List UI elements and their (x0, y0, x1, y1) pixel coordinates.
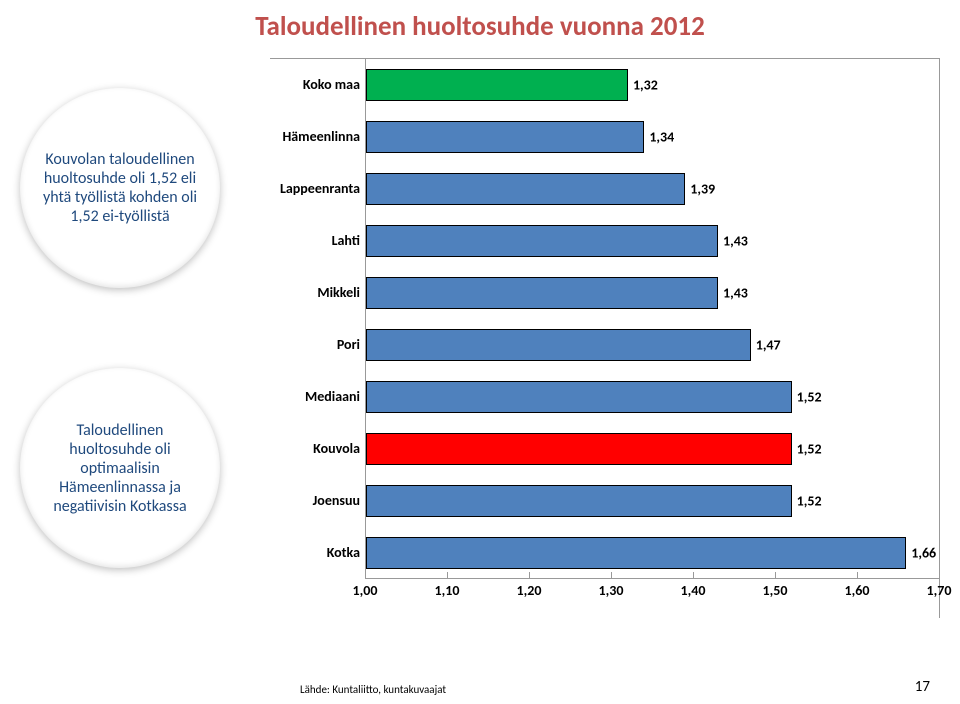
x-tick-mark (529, 572, 530, 578)
content-area: Kouvolan taloudellinen huoltosuhde oli 1… (0, 48, 960, 618)
bar-row: Hämeenlinna1,34 (366, 121, 939, 153)
bar: 1,32 (366, 69, 628, 101)
bar-value: 1,52 (791, 388, 822, 405)
bar-value: 1,39 (684, 180, 715, 197)
x-tick-mark (365, 572, 366, 578)
page-number: 17 (915, 678, 930, 696)
bar-label: Kouvola (276, 440, 366, 457)
x-tick: 1,50 (763, 582, 788, 599)
info-circle-1-text: Kouvolan taloudellinen huoltosuhde oli 1… (42, 150, 198, 226)
info-circle-2: Taloudellinen huoltosuhde oli optimaalis… (20, 368, 220, 568)
bar-row: Joensuu1,52 (366, 485, 939, 517)
x-tick: 1,60 (845, 582, 870, 599)
x-tick: 1,00 (353, 582, 378, 599)
bar-row: Pori1,47 (366, 329, 939, 361)
bar-value: 1,34 (643, 128, 674, 145)
left-column: Kouvolan taloudellinen huoltosuhde oli 1… (20, 58, 270, 618)
bar-row: Kotka1,66 (366, 537, 939, 569)
bar-label: Kotka (276, 544, 366, 561)
bar-label: Lahti (276, 232, 366, 249)
bar-row: Lappeenranta1,39 (366, 173, 939, 205)
info-circle-2-text: Taloudellinen huoltosuhde oli optimaalis… (42, 421, 198, 516)
source-text: Lähde: Kuntaliitto, kuntakuvaajat (300, 683, 446, 696)
x-axis: 1,001,101,201,301,401,501,601,70 (365, 578, 939, 618)
bar-label: Joensuu (276, 492, 366, 509)
bar-row: Koko maa1,32 (366, 69, 939, 101)
x-tick: 1,30 (599, 582, 624, 599)
bar: 1,52 (366, 433, 792, 465)
bar-row: Kouvola1,52 (366, 433, 939, 465)
bar-label: Lappeenranta (276, 180, 366, 197)
bar-row: Mediaani1,52 (366, 381, 939, 413)
x-tick: 1,20 (517, 582, 542, 599)
bar-chart: Koko maa1,32Hämeenlinna1,34Lappeenranta1… (270, 58, 940, 618)
bar-row: Lahti1,43 (366, 225, 939, 257)
x-tick: 1,70 (927, 582, 952, 599)
bar: 1,52 (366, 381, 792, 413)
bar-label: Mediaani (276, 388, 366, 405)
bar-value: 1,32 (627, 76, 658, 93)
bar: 1,39 (366, 173, 685, 205)
bar-value: 1,47 (750, 336, 781, 353)
bar: 1,47 (366, 329, 751, 361)
bar-label: Pori (276, 336, 366, 353)
bar-label: Koko maa (276, 76, 366, 93)
chart-plot-area: Koko maa1,32 Hämeenlinna1,34 Lappeenranta1… (365, 59, 939, 579)
x-tick-mark (857, 572, 858, 578)
info-circle-1: Kouvolan taloudellinen huoltosuhde oli 1… (20, 88, 220, 288)
bar: 1,52 (366, 485, 792, 517)
bar-value: 1,66 (905, 544, 936, 561)
x-tick-mark (939, 572, 940, 578)
bar-value: 1,52 (791, 440, 822, 457)
bar-value: 1,52 (791, 492, 822, 509)
x-tick-mark (611, 572, 612, 578)
bar-label: Hämeenlinna (276, 128, 366, 145)
x-tick-mark (775, 572, 776, 578)
bar-value: 1,43 (717, 284, 748, 301)
x-tick-mark (693, 572, 694, 578)
bar: 1,66 (366, 537, 906, 569)
bar: 1,43 (366, 277, 718, 309)
bar: 1,34 (366, 121, 644, 153)
bar-label: Mikkeli (276, 284, 366, 301)
page-title: Taloudellinen huoltosuhde vuonna 2012 (0, 0, 960, 48)
x-tick-mark (447, 572, 448, 578)
bar: 1,43 (366, 225, 718, 257)
bar-row: Mikkeli1,43 (366, 277, 939, 309)
x-tick: 1,10 (435, 582, 460, 599)
bar-value: 1,43 (717, 232, 748, 249)
x-tick: 1,40 (681, 582, 706, 599)
